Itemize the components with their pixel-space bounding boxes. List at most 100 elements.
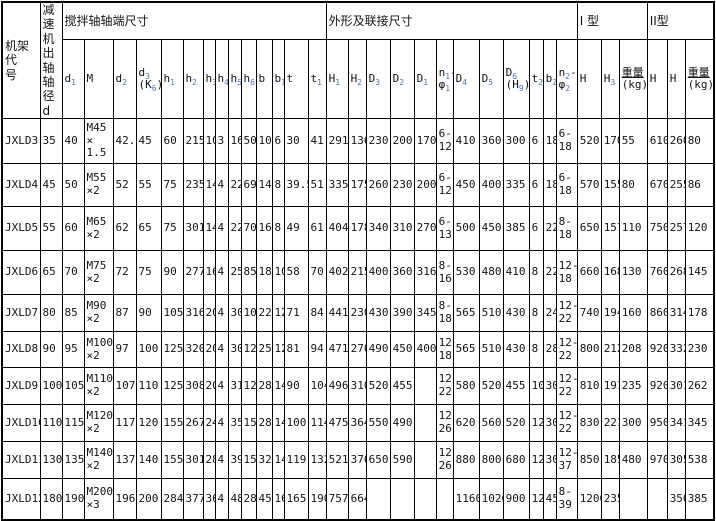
table-cell: 580 — [452, 367, 480, 406]
column-header: n1-φ1 — [435, 39, 454, 120]
table-cell: 72 — [112, 250, 137, 296]
table-cell: 20 — [202, 331, 216, 369]
column-header: t1 — [307, 39, 327, 120]
table-cell: 16 — [227, 118, 242, 165]
table-cell: 1200 — [576, 478, 602, 521]
table-cell: 12-26 — [435, 404, 454, 443]
table-cell — [413, 404, 437, 443]
table-cell: 45 — [135, 118, 162, 165]
table-cell: 385 — [684, 478, 715, 521]
table-cell: 450 — [389, 331, 415, 369]
column-header: H — [646, 39, 668, 120]
column-header: H2 — [347, 39, 367, 120]
table-cell: 178 — [347, 206, 367, 252]
table-cell: 235 — [618, 367, 648, 406]
table-cell: 235 — [182, 163, 204, 208]
table-cell: 10 — [255, 118, 273, 165]
table-cell: 12-22 — [555, 294, 578, 333]
table-cell: 441 — [325, 294, 349, 333]
table-cell: 830 — [576, 404, 602, 443]
table-cell: 30 — [542, 367, 557, 406]
table-cell: 16 — [255, 206, 273, 252]
table-cell: 90 — [39, 331, 63, 369]
table-cell: 75 — [160, 206, 184, 252]
table-cell: 4 — [214, 441, 229, 480]
table-cell: 75 — [160, 163, 184, 208]
table-cell: 8 — [271, 163, 285, 208]
table-cell: 22 — [227, 163, 242, 208]
table-cell: 30 — [227, 331, 242, 369]
table-cell: 341 — [666, 404, 686, 443]
column-header: h1 — [160, 39, 184, 120]
table-cell: 455 — [389, 367, 415, 406]
table-cell: M140 ×2 — [83, 441, 114, 480]
table-cell: M110 ×2 — [83, 367, 114, 406]
table-cell: 155 — [600, 163, 620, 208]
table-cell: 12-22 — [435, 367, 454, 406]
table-cell: 136 — [347, 118, 367, 165]
table-cell: M100 ×2 — [83, 331, 114, 369]
table-cell: 8 — [528, 331, 544, 369]
table-cell: 20 — [202, 294, 216, 333]
table-cell: 664 — [347, 478, 367, 521]
table-cell: 22 — [255, 294, 273, 333]
table-cell: 364 — [347, 404, 367, 443]
table-cell: 65 — [39, 250, 63, 296]
table-cell: 262 — [684, 367, 715, 406]
table-cell: 22 — [227, 206, 242, 252]
row-code-cell: JXLD5 — [1, 206, 41, 252]
table-cell: 450 — [478, 206, 504, 252]
table-cell: 165 — [283, 478, 309, 521]
table-cell: 137 — [112, 441, 137, 480]
table-cell: 475 — [325, 404, 349, 443]
table-cell: 12-22 — [555, 404, 578, 443]
table-cell: 12 — [528, 478, 544, 521]
table-cell: 230 — [389, 163, 415, 208]
table-cell — [389, 478, 415, 521]
table-cell: 284 — [160, 478, 184, 521]
table-cell: 404 — [325, 206, 349, 252]
table-cell: 90 — [160, 250, 184, 296]
table-cell: 400 — [365, 250, 391, 296]
table-cell: 24 — [542, 294, 557, 333]
table-cell: 6 — [528, 118, 544, 165]
table-cell: 810 — [576, 367, 602, 406]
table-cell: 520 — [365, 367, 391, 406]
table-cell: 200 — [413, 163, 437, 208]
table-cell — [413, 367, 437, 406]
table-cell: 39.5 — [283, 163, 309, 208]
table-cell: M75 ×2 — [83, 250, 114, 296]
table-cell: 740 — [576, 294, 602, 333]
table-cell: M45 × 1.5 — [83, 118, 114, 165]
table-cell: 85 — [240, 250, 257, 296]
table-cell: 565 — [452, 331, 480, 369]
column-header: t2 — [528, 39, 544, 120]
table-cell: 320 — [182, 331, 204, 369]
table-cell: 87 — [112, 294, 137, 333]
group-header: 外形及联接尺寸 — [325, 1, 578, 41]
table-cell: 10 — [528, 367, 544, 406]
table-cell: 41 — [307, 118, 327, 165]
table-cell: 538 — [684, 441, 715, 480]
table-cell: 175 — [347, 163, 367, 208]
table-cell: 84 — [307, 294, 327, 333]
table-row: JXLD44550M55×2525575235144226914839.5513… — [1, 163, 715, 208]
table-cell: 69 — [240, 163, 257, 208]
table-cell: 920 — [646, 331, 668, 369]
table-cell: 12-18 — [555, 250, 578, 296]
table-cell: 230 — [684, 331, 715, 369]
column-header: b1 — [271, 39, 285, 120]
table-cell: 49 — [283, 206, 309, 252]
table-cell: 800 — [478, 441, 504, 480]
column-header: D6(H9) — [502, 39, 530, 120]
table-cell: 4 — [214, 404, 229, 443]
table-cell: 115 — [61, 404, 85, 443]
column-header: D5 — [478, 39, 504, 120]
table-cell: 71 — [283, 294, 309, 333]
table-cell: 14 — [255, 163, 273, 208]
table-cell: 80 — [39, 294, 63, 333]
table-cell: 4 — [214, 367, 229, 406]
table-cell: 52 — [112, 163, 137, 208]
column-header: h5 — [227, 39, 242, 120]
table-cell: 31 — [227, 367, 242, 406]
